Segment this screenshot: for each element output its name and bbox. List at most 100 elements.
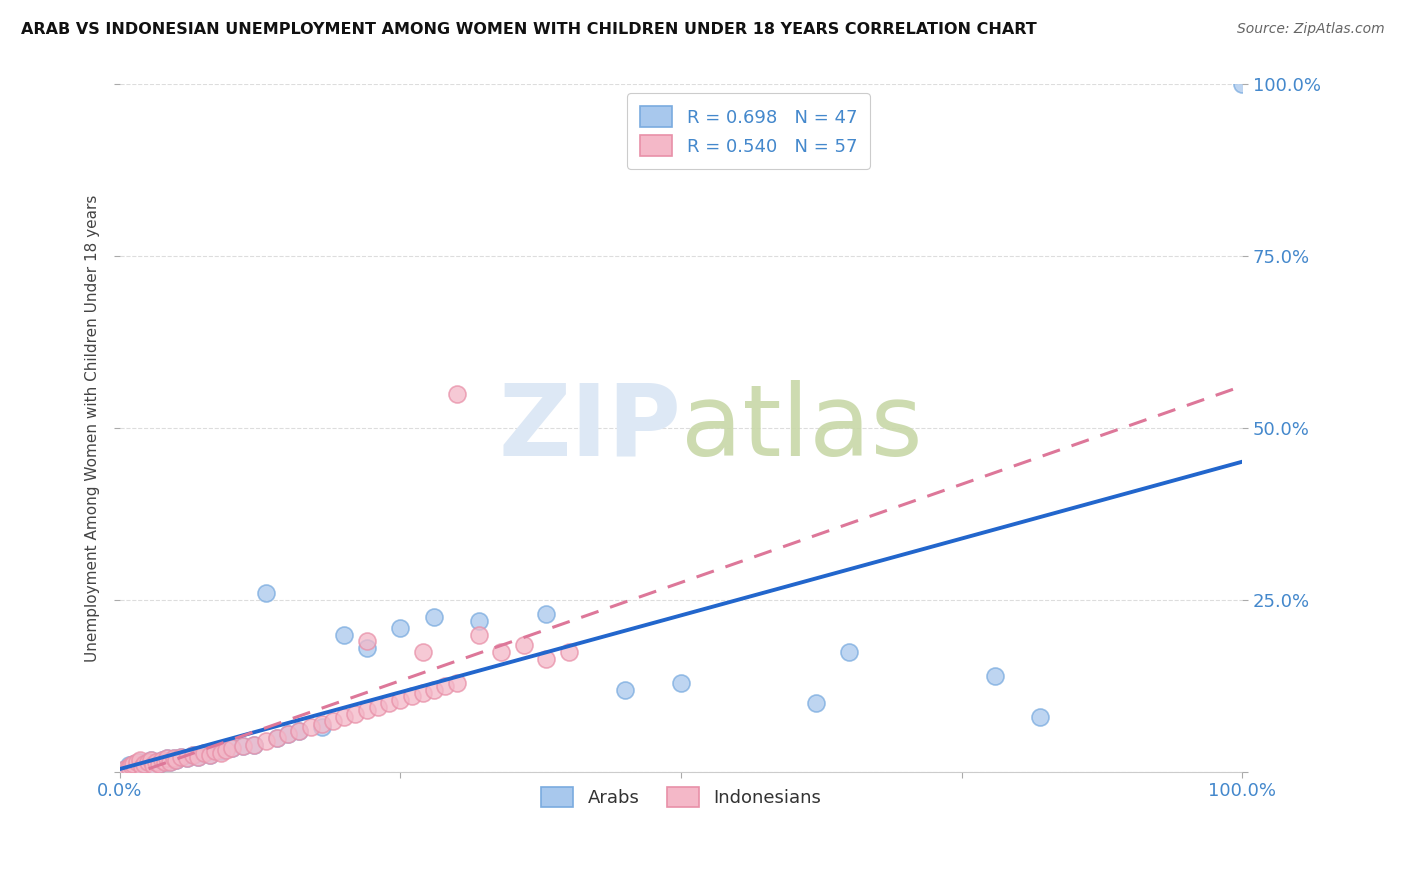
Point	[412, 686, 434, 700]
Point	[176, 751, 198, 765]
Point	[468, 614, 491, 628]
Point	[142, 758, 165, 772]
Point	[243, 738, 266, 752]
Point	[311, 720, 333, 734]
Point	[513, 638, 536, 652]
Point	[162, 751, 184, 765]
Point	[181, 747, 204, 762]
Point	[187, 750, 209, 764]
Point	[156, 751, 179, 765]
Point	[136, 755, 159, 769]
Point	[266, 731, 288, 745]
Point	[122, 756, 145, 771]
Point	[1029, 710, 1052, 724]
Point	[118, 758, 141, 772]
Point	[165, 753, 187, 767]
Point	[344, 706, 367, 721]
Point	[125, 758, 148, 772]
Point	[181, 747, 204, 762]
Point	[838, 645, 860, 659]
Point	[204, 744, 226, 758]
Point	[176, 751, 198, 765]
Point	[148, 756, 170, 771]
Point	[423, 682, 446, 697]
Point	[142, 758, 165, 772]
Point	[129, 755, 152, 769]
Point	[193, 746, 215, 760]
Text: atlas: atlas	[681, 380, 922, 476]
Point	[356, 641, 378, 656]
Point	[254, 734, 277, 748]
Point	[134, 756, 156, 771]
Point	[118, 759, 141, 773]
Point	[136, 755, 159, 769]
Point	[984, 669, 1007, 683]
Point	[131, 759, 153, 773]
Point	[141, 753, 163, 767]
Point	[134, 756, 156, 771]
Point	[145, 755, 167, 769]
Point	[243, 738, 266, 752]
Point	[148, 756, 170, 771]
Point	[152, 753, 174, 767]
Point	[145, 755, 167, 769]
Point	[434, 679, 457, 693]
Point	[170, 750, 193, 764]
Point	[356, 703, 378, 717]
Point	[322, 714, 344, 728]
Point	[1232, 78, 1254, 92]
Point	[412, 645, 434, 659]
Point	[389, 621, 412, 635]
Point	[804, 696, 827, 710]
Text: ZIP: ZIP	[498, 380, 681, 476]
Point	[232, 739, 254, 753]
Point	[299, 720, 322, 734]
Point	[141, 753, 163, 767]
Point	[669, 675, 692, 690]
Point	[162, 751, 184, 765]
Point	[125, 755, 148, 769]
Point	[198, 747, 221, 762]
Point	[277, 727, 299, 741]
Point	[114, 762, 136, 776]
Point	[156, 751, 179, 765]
Point	[491, 645, 513, 659]
Point	[389, 693, 412, 707]
Point	[333, 710, 356, 724]
Point	[114, 762, 136, 776]
Point	[232, 739, 254, 753]
Point	[159, 755, 181, 769]
Point	[356, 634, 378, 648]
Point	[122, 756, 145, 771]
Point	[152, 753, 174, 767]
Point	[209, 746, 232, 760]
Point	[446, 675, 468, 690]
Legend: Arabs, Indonesians: Arabs, Indonesians	[533, 780, 828, 814]
Point	[165, 753, 187, 767]
Point	[367, 699, 389, 714]
Text: Source: ZipAtlas.com: Source: ZipAtlas.com	[1237, 22, 1385, 37]
Point	[193, 746, 215, 760]
Point	[536, 607, 558, 621]
Y-axis label: Unemployment Among Women with Children Under 18 years: Unemployment Among Women with Children U…	[86, 194, 100, 662]
Point	[187, 750, 209, 764]
Point	[131, 759, 153, 773]
Point	[209, 744, 232, 758]
Point	[378, 696, 401, 710]
Point	[170, 750, 193, 764]
Point	[277, 727, 299, 741]
Point	[153, 755, 176, 769]
Point	[266, 731, 288, 745]
Point	[613, 682, 636, 697]
Point	[215, 743, 238, 757]
Point	[120, 759, 142, 773]
Point	[446, 387, 468, 401]
Point	[311, 717, 333, 731]
Point	[198, 747, 221, 762]
Point	[468, 627, 491, 641]
Point	[221, 741, 243, 756]
Text: ARAB VS INDONESIAN UNEMPLOYMENT AMONG WOMEN WITH CHILDREN UNDER 18 YEARS CORRELA: ARAB VS INDONESIAN UNEMPLOYMENT AMONG WO…	[21, 22, 1036, 37]
Point	[536, 651, 558, 665]
Point	[221, 741, 243, 756]
Point	[288, 723, 311, 738]
